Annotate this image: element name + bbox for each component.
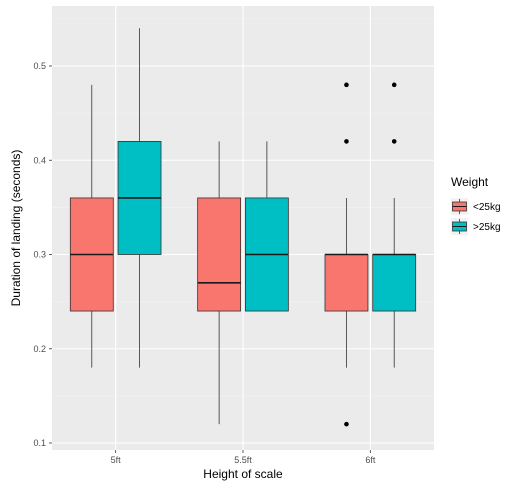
box-<25kg-5.5ft	[197, 141, 242, 425]
y-tick-label: 0.3	[33, 250, 46, 260]
y-tick-label: 0.2	[33, 344, 46, 354]
legend-label: <25kg	[473, 202, 501, 213]
legend-key->25kg	[451, 218, 468, 235]
outlier-point	[391, 82, 397, 88]
grid-lines	[52, 6, 434, 450]
x-tick-label: 6ft	[365, 455, 376, 465]
box-layer	[69, 28, 417, 427]
legend: Weight <25kg >25kg	[451, 175, 501, 235]
outlier-point	[344, 421, 349, 427]
y-axis-title: Duration of landing (seconds)	[9, 150, 23, 307]
box-body	[197, 197, 242, 312]
x-axis-title: Height of scale	[203, 467, 283, 481]
y-tick-label: 0.4	[33, 155, 46, 165]
y-axis: 0.1 0.2 0.3 0.4 0.5	[33, 61, 52, 448]
y-tick-label: 0.5	[33, 61, 46, 71]
legend-label: >25kg	[473, 222, 501, 233]
box->25kg-6ft	[372, 82, 417, 368]
box->25kg-5.5ft	[244, 141, 289, 312]
box-body	[324, 254, 369, 312]
outlier-point	[391, 139, 397, 144]
box-<25kg-6ft	[324, 82, 369, 427]
x-tick-label: 5ft	[111, 455, 122, 465]
x-axis: 5ft 5.5ft 6ft	[111, 450, 376, 465]
box-body	[372, 254, 417, 312]
x-tick-label: 5.5ft	[234, 455, 252, 465]
outlier-point	[344, 139, 349, 144]
outlier-point	[344, 82, 349, 88]
y-tick-label: 0.1	[33, 438, 46, 448]
legend-key-<25kg	[451, 198, 468, 215]
box-<25kg-5ft	[69, 84, 114, 368]
legend-title: Weight	[451, 175, 489, 189]
box->25kg-5ft	[117, 28, 162, 368]
